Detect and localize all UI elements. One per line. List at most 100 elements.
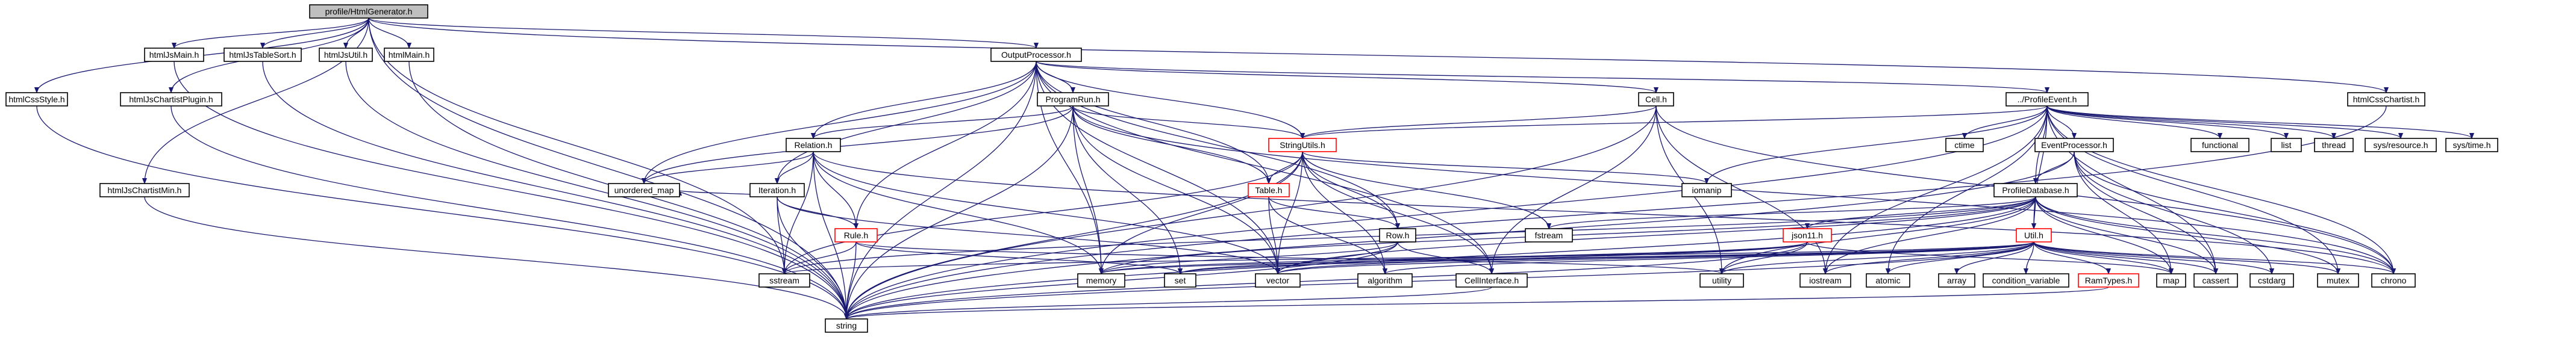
node-relation[interactable]: Relation.h — [786, 138, 841, 152]
node-htmlJsChartistPlugin[interactable]: htmlJsChartistPlugin.h — [120, 92, 222, 107]
edge-cellInterface-to-string — [846, 286, 1492, 320]
node-label: Rule.h — [844, 230, 868, 240]
node-cell[interactable]: Cell.h — [1638, 92, 1674, 107]
node-cstdarg[interactable]: cstdarg — [2249, 273, 2294, 288]
node-iostream[interactable]: iostream — [1799, 273, 1851, 288]
node-sysTime[interactable]: sys/time.h — [2445, 138, 2498, 152]
node-stringUtils[interactable]: StringUtils.h — [1268, 138, 1337, 152]
edge-stringUtils-to-cellInterface — [1302, 151, 1492, 274]
node-iomanip[interactable]: iomanip — [1681, 183, 1732, 197]
nodes-layer: profile/HtmlGenerator.h htmlCssStyle.h htm… — [5, 4, 2498, 333]
node-cellInterface[interactable]: CellInterface.h — [1455, 273, 1528, 288]
edge-util-to-sstream — [784, 241, 2034, 274]
node-row[interactable]: Row.h — [1379, 228, 1416, 243]
node-label: iomanip — [1692, 185, 1721, 195]
edge-util-to-iostream — [1825, 241, 2034, 274]
node-programRun[interactable]: ProgramRun.h — [1037, 92, 1109, 107]
edge-eventProcessor-to-cassert — [2074, 151, 2216, 274]
node-label: memory — [1086, 276, 1117, 285]
edge-programRun-to-table — [1072, 105, 1269, 184]
node-ctime[interactable]: ctime — [1945, 138, 1984, 152]
node-util[interactable]: Util.h — [2016, 228, 2052, 243]
node-htmlJsTableSort[interactable]: htmlJsTableSort.h — [224, 48, 302, 62]
node-set[interactable]: set — [1164, 273, 1196, 288]
node-label: Util.h — [2024, 230, 2043, 240]
node-label: Iteration.h — [758, 185, 796, 195]
node-rule[interactable]: Rule.h — [834, 228, 878, 243]
edge-outputProcessor-to-iteration — [777, 61, 1037, 184]
node-algorithm[interactable]: algorithm — [1357, 273, 1413, 288]
node-thread[interactable]: thread — [2314, 138, 2354, 152]
edge-outputProcessor-to-unordered_map — [644, 61, 1037, 184]
node-profileDatabase[interactable]: ProfileDatabase.h — [1993, 183, 2078, 197]
edge-relation-to-memory — [813, 151, 1101, 274]
node-list[interactable]: list — [2271, 138, 2302, 152]
node-string[interactable]: string — [825, 318, 868, 333]
edge-util-to-map — [2033, 241, 2171, 274]
node-label: htmlJsUtil.h — [324, 50, 367, 60]
node-table[interactable]: Table.h — [1248, 183, 1290, 197]
node-map[interactable]: map — [2156, 273, 2186, 288]
node-utility[interactable]: utility — [1699, 273, 1744, 288]
node-htmlJsChartistMin[interactable]: htmlJsChartistMin.h — [99, 183, 190, 197]
node-vector[interactable]: vector — [1255, 273, 1301, 288]
node-label: OutputProcessor.h — [1001, 50, 1071, 60]
node-mutex[interactable]: mutex — [2317, 273, 2359, 288]
edge-root-to-htmlCssChartist — [368, 17, 2386, 93]
edge-util-to-cstdarg — [2033, 241, 2272, 274]
node-eventProcessor[interactable]: EventProcessor.h — [2034, 138, 2114, 152]
node-functional[interactable]: functional — [2190, 138, 2249, 152]
edge-profileDatabase-to-map — [2035, 196, 2171, 274]
edge-programRun-to-chrono — [1072, 105, 2393, 274]
node-profileEvent[interactable]: ../ProfileEvent.h — [2005, 92, 2089, 107]
node-json11[interactable]: json11.h — [1783, 228, 1832, 243]
node-label: chrono — [2381, 276, 2407, 285]
edge-programRun-to-stringUtils — [1072, 105, 1302, 139]
node-sstream[interactable]: sstream — [758, 273, 810, 288]
node-label: list — [2281, 140, 2291, 150]
node-atomic[interactable]: atomic — [1866, 273, 1910, 288]
edge-profileEvent-to-ctime — [1965, 105, 2048, 139]
node-condition_variable[interactable]: condition_variable — [1983, 273, 2069, 288]
node-label: ProfileDatabase.h — [2002, 185, 2069, 195]
edge-root-to-htmlJsMain — [174, 17, 369, 49]
node-label: algorithm — [1368, 276, 1402, 285]
edge-stringUtils-to-iomanip — [1302, 151, 1707, 184]
node-htmlJsMain[interactable]: htmlJsMain.h — [144, 48, 204, 62]
node-label: htmlMain.h — [389, 50, 430, 60]
node-htmlCssStyle[interactable]: htmlCssStyle.h — [5, 92, 68, 107]
edge-util-to-mutex — [2033, 241, 2338, 274]
edge-htmlJsMain-to-string — [174, 61, 846, 319]
node-label: sys/time.h — [2453, 140, 2490, 150]
node-memory[interactable]: memory — [1077, 273, 1125, 288]
node-array[interactable]: array — [1938, 273, 1975, 288]
edge-htmlJsTableSort-to-string — [262, 61, 846, 319]
edge-rule-to-string — [846, 241, 857, 319]
node-label: thread — [2322, 140, 2346, 150]
node-cassert[interactable]: cassert — [2193, 273, 2238, 288]
node-label: cassert — [2202, 276, 2229, 285]
edge-util-to-utility — [1722, 241, 2034, 274]
node-htmlJsUtil[interactable]: htmlJsUtil.h — [319, 48, 373, 62]
node-label: utility — [1712, 276, 1731, 285]
edge-relation-to-chrono — [813, 151, 2393, 274]
edge-profileEvent-to-iostream — [1825, 105, 2048, 274]
node-label: map — [2163, 276, 2179, 285]
node-outputProcessor[interactable]: OutputProcessor.h — [990, 48, 1082, 62]
edge-stringUtils-to-fstream — [1302, 151, 1549, 229]
node-fstream[interactable]: fstream — [1525, 228, 1573, 243]
node-chrono[interactable]: chrono — [2371, 273, 2416, 288]
edge-relation-to-sstream — [784, 151, 814, 274]
node-iteration[interactable]: Iteration.h — [749, 183, 805, 197]
node-sysResource[interactable]: sys/resource.h — [2365, 138, 2437, 152]
edge-profileDatabase-to-json11 — [1807, 196, 2036, 229]
node-ramTypes[interactable]: RamTypes.h — [2078, 273, 2139, 288]
node-unordered_map[interactable]: unordered_map — [608, 183, 680, 197]
node-htmlMain[interactable]: htmlMain.h — [384, 48, 434, 62]
edge-util-to-chrono — [2033, 241, 2393, 274]
node-label: ctime — [1954, 140, 1975, 150]
node-label: htmlJsChartistMin.h — [108, 185, 182, 195]
edge-iteration-to-sstream — [777, 196, 784, 274]
edge-json11-to-vector — [1278, 241, 1808, 274]
node-htmlCssChartist[interactable]: htmlCssChartist.h — [2347, 92, 2425, 107]
